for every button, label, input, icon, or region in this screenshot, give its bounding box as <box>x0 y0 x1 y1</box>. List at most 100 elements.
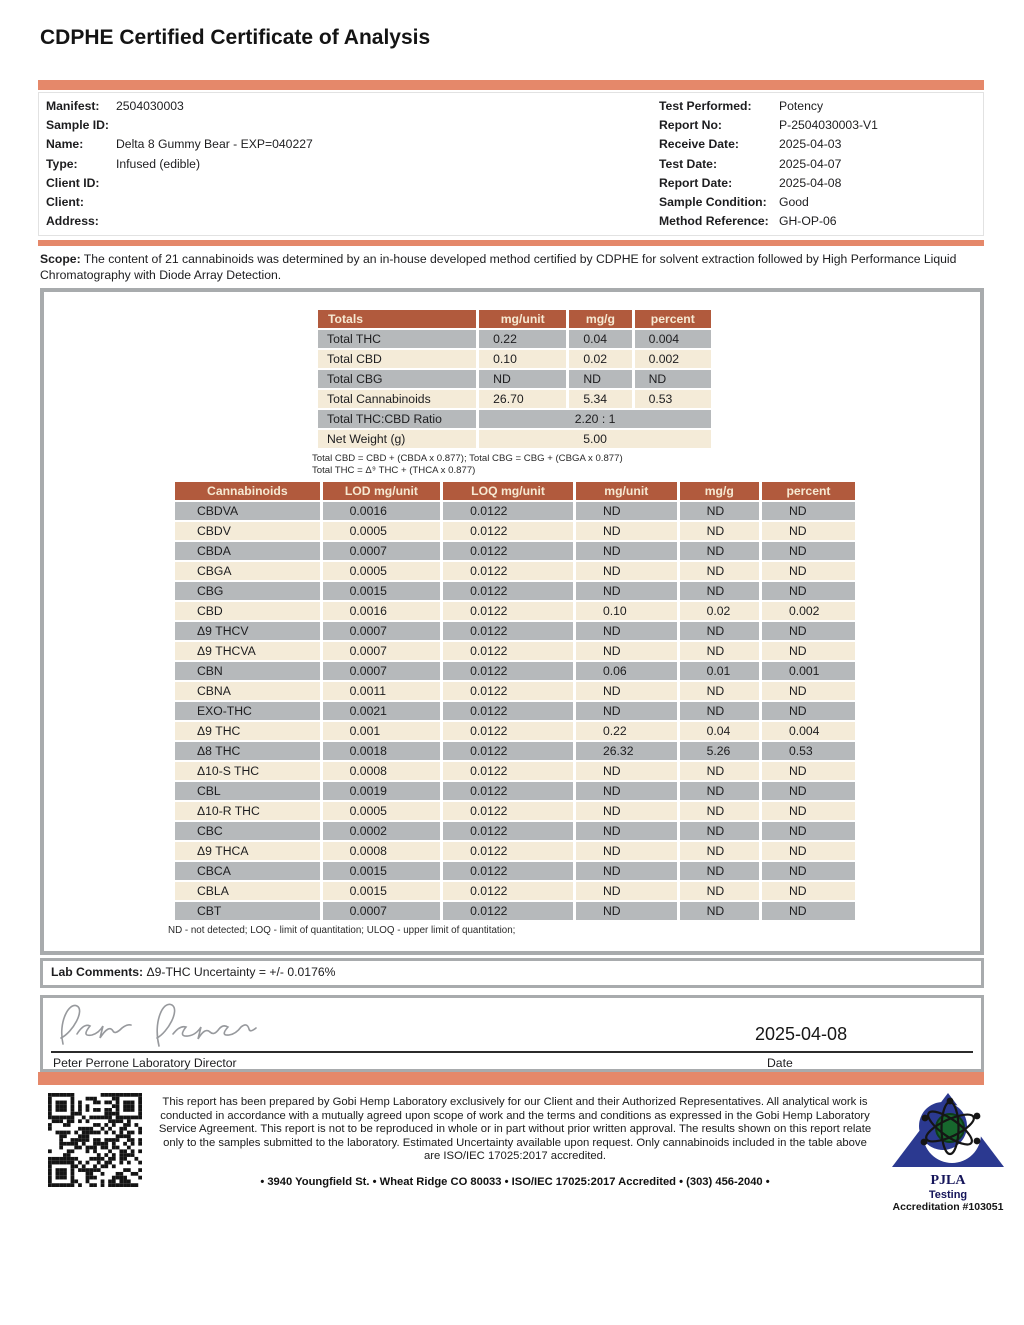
totals-row-label: Total CBD <box>318 350 477 368</box>
cannabinoid-row: EXO-THC 0.0021 0.0122 ND ND ND <box>175 702 855 720</box>
totals-row-value: 5.00 <box>479 430 711 448</box>
totals-row-value: 5.34 <box>569 390 632 408</box>
cannabinoid-name: Δ8 THC <box>175 742 320 760</box>
cannabinoid-value: 0.004 <box>761 722 855 740</box>
cannabinoid-row: CBDVA 0.0016 0.0122 ND ND ND <box>175 502 855 520</box>
cannabinoid-name: CBT <box>175 902 320 920</box>
cannabinoid-value: ND <box>761 522 855 540</box>
cannabinoid-row: CBCA 0.0015 0.0122 ND ND ND <box>175 862 855 880</box>
totals-row: Total CBD 0.10 0.02 0.002 <box>318 350 711 368</box>
cannabinoid-value: 0.0021 <box>322 702 441 720</box>
results-section: Totals mg/unit mg/g percent Total THC 0.2… <box>40 288 984 955</box>
info-field-row: Report Date: 2025-04-08 <box>659 174 878 193</box>
cannabinoids-header: LOD mg/unit <box>322 482 441 500</box>
totals-row: Total CBG ND ND ND <box>318 370 711 388</box>
cannabinoid-row: CBGA 0.0005 0.0122 ND ND ND <box>175 562 855 580</box>
cannabinoid-name: CBC <box>175 822 320 840</box>
cannabinoid-value: 0.0122 <box>443 682 573 700</box>
cannabinoid-value: ND <box>761 822 855 840</box>
cannabinoid-value: 0.0011 <box>322 682 441 700</box>
cannabinoid-value: 0.0122 <box>443 582 573 600</box>
cannabinoid-value: 0.0007 <box>322 642 441 660</box>
pjla-logo-icon <box>892 1093 1004 1167</box>
info-field-row: Address: <box>46 212 313 231</box>
cannabinoid-value: 0.0122 <box>443 662 573 680</box>
info-field-value: Good <box>779 195 809 210</box>
totals-table: Totals mg/unit mg/g percent Total THC 0.2… <box>315 308 714 450</box>
cannabinoid-value: ND <box>761 502 855 520</box>
cannabinoid-value: ND <box>761 582 855 600</box>
cannabinoid-row: CBNA 0.0011 0.0122 ND ND ND <box>175 682 855 700</box>
cannabinoid-row: Δ10-S THC 0.0008 0.0122 ND ND ND <box>175 762 855 780</box>
cannabinoids-header: mg/g <box>679 482 759 500</box>
cannabinoid-value: ND <box>679 782 759 800</box>
cannabinoid-row: Δ9 THCV 0.0007 0.0122 ND ND ND <box>175 622 855 640</box>
info-field-value: Infused (edible) <box>116 156 201 171</box>
totals-row-label: Total THC <box>318 330 477 348</box>
totals-row: Total THC 0.22 0.04 0.004 <box>318 330 711 348</box>
signer-name-title: Peter Perrone Laboratory Director <box>53 1056 237 1070</box>
info-field-value: 2504030003 <box>116 99 184 113</box>
totals-row-value: 0.53 <box>634 390 711 408</box>
cannabinoid-value: 0.0002 <box>322 822 441 840</box>
cannabinoid-name: CBDV <box>175 522 320 540</box>
totals-row-label: Total Cannabinoids <box>318 390 477 408</box>
info-field-row: Name: Delta 8 Gummy Bear - EXP=040227 <box>46 135 313 154</box>
cannabinoid-row: Δ9 THC 0.001 0.0122 0.22 0.04 0.004 <box>175 722 855 740</box>
scope-label: Scope: <box>40 252 81 266</box>
cannabinoid-value: 0.06 <box>575 662 677 680</box>
cannabinoid-value: ND <box>761 782 855 800</box>
cannabinoid-value: ND <box>761 702 855 720</box>
cannabinoid-value: ND <box>575 682 677 700</box>
cannabinoid-value: 0.002 <box>761 602 855 620</box>
footer-address-line: • 3940 Youngfield St. • Wheat Ridge CO 8… <box>260 1176 770 1188</box>
signature-section: 2025-04-08 Peter Perrone Laboratory Dire… <box>40 995 984 1072</box>
cannabinoid-name: CBL <box>175 782 320 800</box>
cannabinoid-value: ND <box>575 542 677 560</box>
totals-header-row: Totals mg/unit mg/g percent <box>318 310 711 328</box>
cannabinoid-name: CBG <box>175 582 320 600</box>
info-field-value: GH-OP-06 <box>779 214 837 229</box>
cannabinoid-name: Δ9 THCV <box>175 622 320 640</box>
lab-comments-text: Δ9-THC Uncertainty = +/- 0.0176% <box>143 965 336 979</box>
cannabinoid-value: 0.01 <box>679 662 759 680</box>
cannabinoid-value: ND <box>575 702 677 720</box>
cannabinoid-value: ND <box>761 542 855 560</box>
totals-row-value: 0.04 <box>569 330 632 348</box>
cannabinoid-value: ND <box>679 502 759 520</box>
cannabinoid-value: ND <box>575 642 677 660</box>
cannabinoid-value: ND <box>575 622 677 640</box>
cannabinoid-value: 0.0122 <box>443 802 573 820</box>
totals-row-value: 26.70 <box>479 390 567 408</box>
info-field-row: Type: Infused (edible) <box>46 155 313 174</box>
cannabinoid-name: CBCA <box>175 862 320 880</box>
info-field-label: Report No: <box>659 118 722 133</box>
cannabinoid-value: 0.0019 <box>322 782 441 800</box>
cannabinoid-value: 0.0016 <box>322 602 441 620</box>
cannabinoid-value: 0.0008 <box>322 842 441 860</box>
cannabinoid-row: CBC 0.0002 0.0122 ND ND ND <box>175 822 855 840</box>
cannabinoid-value: ND <box>761 902 855 920</box>
cannabinoid-value: 5.26 <box>679 742 759 760</box>
cannabinoid-value: ND <box>761 802 855 820</box>
cannabinoid-value: 0.0122 <box>443 702 573 720</box>
cannabinoid-value: 0.53 <box>761 742 855 760</box>
info-field-row: Test Performed: Potency <box>659 97 878 116</box>
cannabinoid-value: ND <box>575 902 677 920</box>
cannabinoid-name: CBNA <box>175 682 320 700</box>
cannabinoids-header-row: Cannabinoids LOD mg/unit LOQ mg/unit mg/… <box>175 482 855 500</box>
cannabinoid-value: 0.0016 <box>322 502 441 520</box>
cannabinoid-value: 0.0008 <box>322 762 441 780</box>
info-field-row: Manifest: 2504030003 <box>46 97 313 116</box>
info-field-label: Receive Date: <box>659 137 739 152</box>
qr-code <box>48 1093 142 1187</box>
info-field-value: 2025-04-08 <box>779 175 842 190</box>
cannabinoid-value: ND <box>575 802 677 820</box>
cannabinoid-value: 0.0007 <box>322 622 441 640</box>
cannabinoids-header: Cannabinoids <box>175 482 320 500</box>
info-field-label: Sample ID: <box>46 118 109 133</box>
cannabinoid-value: 0.0122 <box>443 762 573 780</box>
totals-header: percent <box>634 310 711 328</box>
info-field-label: Client ID: <box>46 175 100 190</box>
cannabinoid-value: ND <box>679 542 759 560</box>
